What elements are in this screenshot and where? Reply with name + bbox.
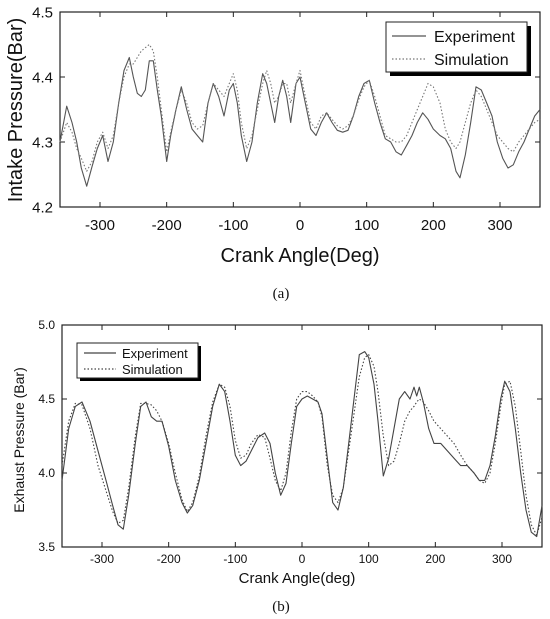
y-tick-label: 3.5 [38, 540, 55, 554]
y-tick-label: 4.0 [38, 466, 55, 480]
intake-pressure-chart: -300 -200 -100 0 100 200 300 4.2 4.3 4.4 4.5 Intak… [5, 4, 541, 302]
x-tick-label: 0 [299, 552, 306, 566]
x-axis-title: Crank Angle(Deg) [221, 245, 380, 267]
exhaust-pressure-chart: -300 -200 -100 0 100 200 300 3.5 4.0 4.5 5.0 Exhau… [11, 318, 543, 615]
x-tick-label: -200 [157, 552, 181, 566]
x-tick-label: -200 [152, 217, 182, 234]
y-tick-label: 4.2 [32, 199, 53, 216]
x-axis-title: Crank Angle(deg) [239, 570, 356, 587]
x-tick-label: -100 [218, 217, 248, 234]
series-lines [61, 351, 543, 538]
legend-label-simulation: Simulation [434, 52, 509, 69]
legend-label-experiment: Experiment [434, 29, 515, 46]
series-line-experiment [61, 351, 543, 538]
y-tick-label: 4.4 [32, 69, 53, 86]
legend-label-simulation: Simulation [122, 362, 183, 377]
y-tick-label: 5.0 [38, 318, 55, 332]
x-tick-label: 200 [425, 552, 445, 566]
x-tick-label: 300 [492, 552, 512, 566]
caption-a: (a) [273, 286, 290, 302]
x-tick-label: 0 [296, 217, 304, 234]
series-line-experiment [59, 56, 541, 187]
x-tick-label: -100 [223, 552, 247, 566]
legend: Experiment Simulation [385, 21, 531, 76]
y-tick-label: 4.5 [38, 392, 55, 406]
legend-label-experiment: Experiment [122, 346, 188, 361]
y-axis-title: Exhaust Pressure (Bar) [11, 367, 27, 513]
x-tick-label: 300 [487, 217, 512, 234]
legend: Experiment Simulation [76, 342, 201, 381]
y-axis-title: Intake Pressure(Bar) [5, 18, 27, 203]
series-lines [59, 43, 541, 187]
x-tick-label: 200 [421, 217, 446, 234]
x-tick-label: 100 [359, 552, 379, 566]
caption-b: (b) [272, 599, 290, 615]
series-line-simulation [61, 354, 543, 536]
x-tick-label: -300 [90, 552, 114, 566]
tick-group: -300 -200 -100 0 100 200 300 4.2 4.3 4.4 4.5 [32, 4, 540, 234]
x-tick-label: -300 [85, 217, 115, 234]
legend-box [76, 342, 199, 379]
tick-group: -300 -200 -100 0 100 200 300 3.5 4.0 4.5 5.0 [38, 318, 542, 566]
legend-box [385, 21, 528, 73]
series-line-simulation [59, 43, 541, 172]
x-tick-label: 100 [354, 217, 379, 234]
y-tick-label: 4.3 [32, 134, 53, 151]
y-tick-label: 4.5 [32, 4, 53, 21]
